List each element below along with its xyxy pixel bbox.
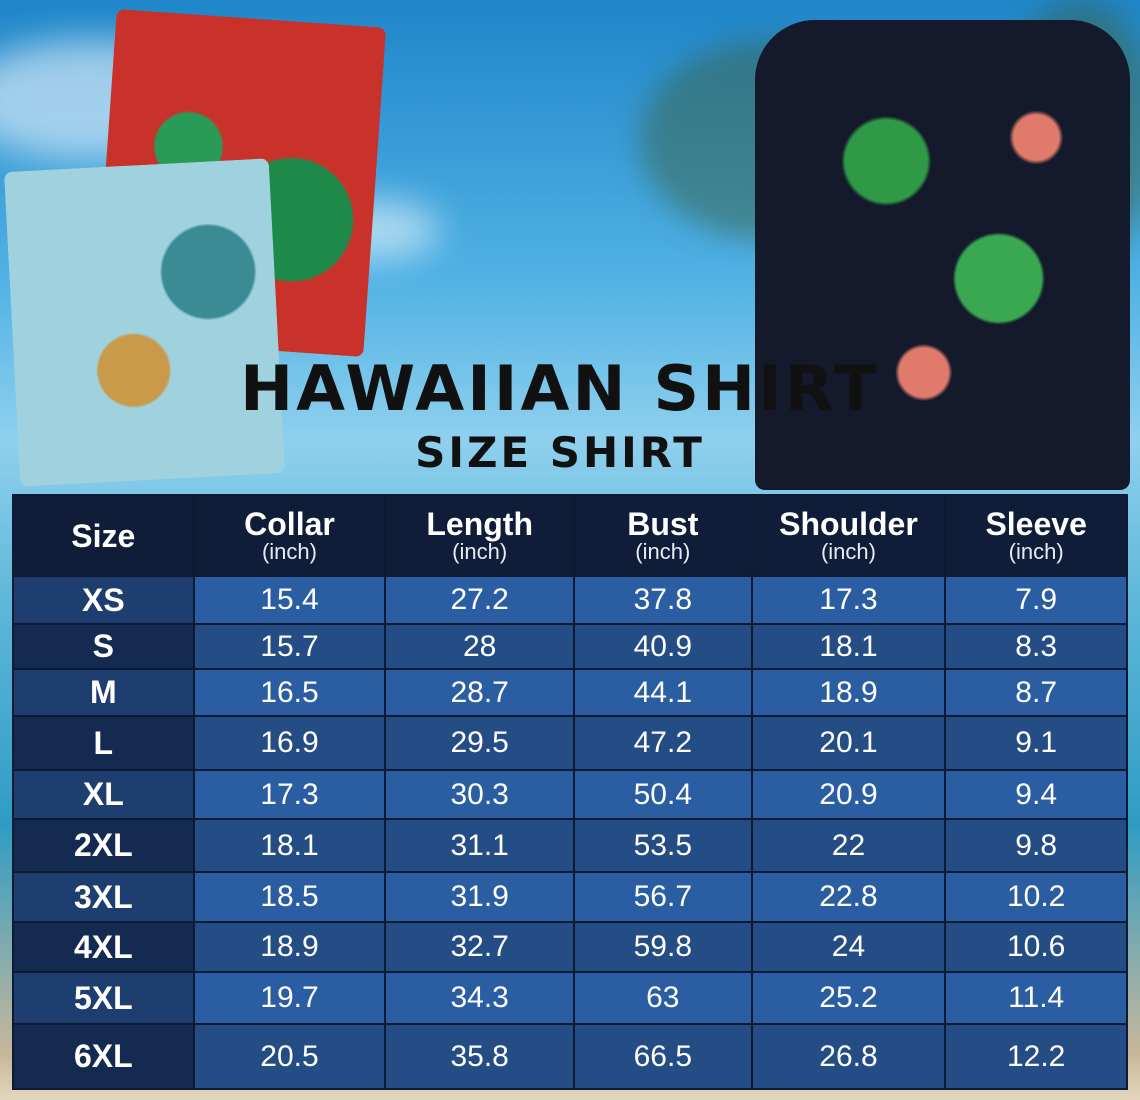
column-unit: (inch) — [635, 538, 691, 564]
column-header-length: Length (inch) — [386, 496, 573, 575]
measurement-cell: 18.1 — [194, 820, 385, 871]
measurement-cell: 18.9 — [194, 923, 385, 971]
measurement-cell: 20.9 — [752, 771, 945, 818]
measurement-cell: 22 — [752, 820, 945, 871]
column-header-shoulder: Shoulder (inch) — [752, 496, 945, 575]
measurement-cell: 30.3 — [386, 771, 573, 818]
measurement-cell: 31.9 — [386, 873, 573, 921]
measurement-cell: 22.8 — [752, 873, 945, 921]
size-cell: M — [14, 670, 193, 715]
measurement-cell: 16.5 — [194, 670, 385, 715]
measurement-cell: 9.4 — [946, 771, 1126, 818]
size-cell: 5XL — [14, 973, 193, 1023]
measurement-cell: 59.8 — [575, 923, 751, 971]
column-label: Collar — [244, 505, 335, 542]
table-row: 2XL 18.1 31.1 53.5 22 9.8 — [14, 820, 1126, 871]
measurement-cell: 40.9 — [575, 625, 751, 668]
size-cell: 2XL — [14, 820, 193, 871]
measurement-cell: 15.4 — [194, 577, 385, 623]
table-row: 6XL 20.5 35.8 66.5 26.8 12.2 — [14, 1025, 1126, 1088]
column-label: Size — [71, 517, 136, 554]
measurement-cell: 18.1 — [752, 625, 945, 668]
measurement-cell: 7.9 — [946, 577, 1126, 623]
table-row: S 15.7 28 40.9 18.1 8.3 — [14, 625, 1126, 668]
measurement-cell: 20.1 — [752, 717, 945, 769]
column-header-sleeve: Sleeve (inch) — [946, 496, 1126, 575]
measurement-cell: 16.9 — [194, 717, 385, 769]
column-label: Sleeve — [985, 505, 1087, 542]
measurement-cell: 66.5 — [575, 1025, 751, 1088]
size-cell: XL — [14, 771, 193, 818]
measurement-cell: 31.1 — [386, 820, 573, 871]
measurement-cell: 29.5 — [386, 717, 573, 769]
measurement-cell: 44.1 — [575, 670, 751, 715]
table-row: L 16.9 29.5 47.2 20.1 9.1 — [14, 717, 1126, 769]
measurement-cell: 15.7 — [194, 625, 385, 668]
column-header-size: Size — [14, 496, 193, 575]
main-title: HAWAIIAN SHIRT — [240, 352, 880, 425]
column-unit: (inch) — [1008, 538, 1064, 564]
measurement-cell: 11.4 — [946, 973, 1126, 1023]
measurement-cell: 8.7 — [946, 670, 1126, 715]
measurement-cell: 63 — [575, 973, 751, 1023]
measurement-cell: 9.8 — [946, 820, 1126, 871]
size-cell: S — [14, 625, 193, 668]
measurement-cell: 32.7 — [386, 923, 573, 971]
size-chart-table: Size Collar (inch) Length (inch) Bust (inch) Sh… — [12, 494, 1128, 1090]
column-unit: (inch) — [820, 538, 876, 564]
measurement-cell: 19.7 — [194, 973, 385, 1023]
column-label: Length — [426, 505, 533, 542]
measurement-cell: 37.8 — [575, 577, 751, 623]
measurement-cell: 17.3 — [752, 577, 945, 623]
column-label: Shoulder — [779, 505, 918, 542]
table-row: XS 15.4 27.2 37.8 17.3 7.9 — [14, 577, 1126, 623]
measurement-cell: 26.8 — [752, 1025, 945, 1088]
table-row: 4XL 18.9 32.7 59.8 24 10.6 — [14, 923, 1126, 971]
measurement-cell: 35.8 — [386, 1025, 573, 1088]
measurement-cell: 47.2 — [575, 717, 751, 769]
measurement-cell: 50.4 — [575, 771, 751, 818]
measurement-cell: 28 — [386, 625, 573, 668]
table-row: XL 17.3 30.3 50.4 20.9 9.4 — [14, 771, 1126, 818]
table-row: 5XL 19.7 34.3 63 25.2 11.4 — [14, 973, 1126, 1023]
table-header-row: Size Collar (inch) Length (inch) Bust (inch) Sh… — [14, 496, 1126, 575]
table-row: 3XL 18.5 31.9 56.7 22.8 10.2 — [14, 873, 1126, 921]
measurement-cell: 18.5 — [194, 873, 385, 921]
column-header-bust: Bust (inch) — [575, 496, 751, 575]
column-header-collar: Collar (inch) — [194, 496, 385, 575]
measurement-cell: 24 — [752, 923, 945, 971]
size-cell: XS — [14, 577, 193, 623]
measurement-cell: 20.5 — [194, 1025, 385, 1088]
size-cell: 6XL — [14, 1025, 193, 1088]
measurement-cell: 8.3 — [946, 625, 1126, 668]
measurement-cell: 27.2 — [386, 577, 573, 623]
table-row: M 16.5 28.7 44.1 18.9 8.7 — [14, 670, 1126, 715]
measurement-cell: 56.7 — [575, 873, 751, 921]
measurement-cell: 34.3 — [386, 973, 573, 1023]
measurement-cell: 17.3 — [194, 771, 385, 818]
measurement-cell: 25.2 — [752, 973, 945, 1023]
measurement-cell: 10.2 — [946, 873, 1126, 921]
measurement-cell: 28.7 — [386, 670, 573, 715]
measurement-cell: 53.5 — [575, 820, 751, 871]
column-unit: (inch) — [261, 538, 317, 564]
column-unit: (inch) — [452, 538, 508, 564]
subtitle: SIZE SHIRT — [415, 428, 705, 477]
measurement-cell: 10.6 — [946, 923, 1126, 971]
measurement-cell: 12.2 — [946, 1025, 1126, 1088]
measurement-cell: 18.9 — [752, 670, 945, 715]
size-cell: 3XL — [14, 873, 193, 921]
size-cell: 4XL — [14, 923, 193, 971]
column-label: Bust — [627, 505, 699, 542]
measurement-cell: 9.1 — [946, 717, 1126, 769]
size-cell: L — [14, 717, 193, 769]
model-shirt-image — [755, 20, 1130, 490]
